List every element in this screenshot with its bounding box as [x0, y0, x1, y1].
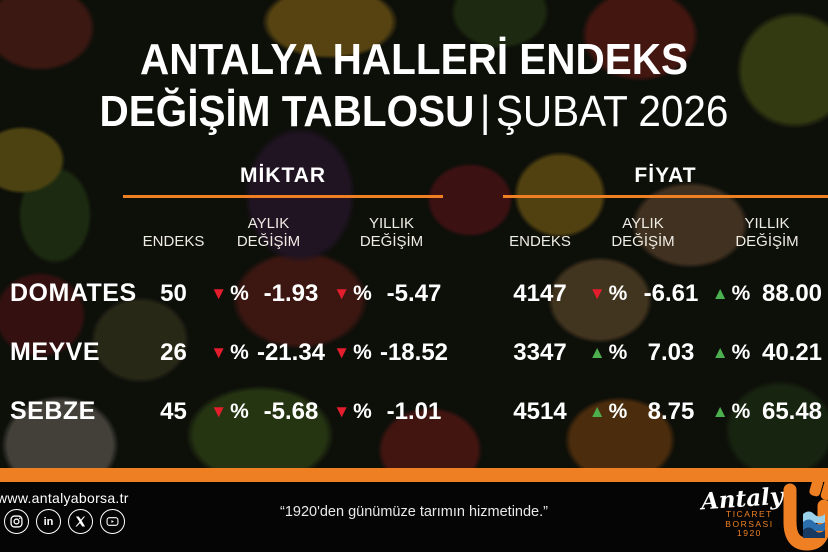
trend-arrow-icon: ▼: [210, 343, 228, 362]
fiyat-yillik-direction: ▲%: [711, 399, 751, 423]
spacer: [453, 264, 500, 323]
miktar-yillik-value: -18.52: [379, 338, 449, 366]
miktar-aylik-direction: ▼%: [210, 340, 249, 364]
linkedin-icon[interactable]: in: [36, 509, 61, 534]
spacer: [453, 323, 500, 382]
section-miktar-underline: [123, 195, 443, 198]
miktar-aylik-value: -21.34: [256, 338, 326, 366]
fiyat-aylik-value: 7.03: [647, 338, 695, 366]
page-title: ANTALYA HALLERİ ENDEKS DEĞİŞİM TABLOSU | Ş…: [0, 34, 828, 138]
row-label: DOMATES: [10, 279, 137, 307]
fiyat-aylik-direction: ▲%: [588, 340, 628, 364]
miktar-aylik-direction: ▼%: [210, 399, 249, 423]
col-header-miktar-endeks: ENDEKS: [142, 233, 205, 250]
youtube-icon[interactable]: [100, 509, 125, 534]
section-miktar: MİKTAR: [123, 164, 443, 198]
website-link[interactable]: www.antalyaborsa.tr: [0, 490, 129, 506]
trend-arrow-icon: ▼: [333, 402, 351, 421]
social-links: in: [4, 509, 125, 534]
miktar-yillik-direction: ▼%: [333, 340, 372, 364]
section-fiyat-underline: [503, 195, 828, 198]
fiyat-aylik-value: 8.75: [647, 397, 695, 425]
trend-arrow-icon: ▲: [711, 343, 729, 362]
trend-arrow-icon: ▼: [210, 284, 228, 303]
fiyat-yillik-value: 65.48: [761, 397, 823, 425]
trend-arrow-icon: ▲: [711, 402, 729, 421]
miktar-yillik-direction: ▼%: [333, 399, 372, 423]
title-month: ŞUBAT 2026: [495, 87, 729, 136]
index-table: ENDEKS AYLIK DEĞİŞİM YILLIK DEĞİŞİM ENDE…: [0, 205, 828, 441]
miktar-yillik-value: -5.47: [386, 279, 442, 307]
col-header-miktar-yillik: YILLIK DEĞİŞİM: [359, 215, 424, 250]
fiyat-yillik-direction: ▲%: [711, 281, 751, 305]
trend-arrow-icon: ▲: [711, 284, 729, 303]
footer: www.antalyaborsa.tr in “1920'den günümüz…: [0, 482, 828, 552]
title-line2-bold: DEĞİŞİM TABLOSU: [99, 87, 475, 136]
trend-arrow-icon: ▼: [588, 284, 606, 303]
miktar-yillik-value: -1.01: [386, 397, 442, 425]
miktar-aylik-value: -1.93: [263, 279, 319, 307]
miktar-aylik-direction: ▼%: [210, 281, 249, 305]
fiyat-aylik-direction: ▲%: [588, 399, 628, 423]
trend-arrow-icon: ▲: [588, 343, 606, 362]
title-line-1: ANTALYA HALLERİ ENDEKS: [139, 35, 689, 84]
fiyat-endeks-value: 4147: [513, 279, 567, 307]
x-icon[interactable]: [68, 509, 93, 534]
trend-arrow-icon: ▼: [333, 343, 351, 362]
section-fiyat-title: FİYAT: [634, 164, 697, 187]
spacer: [453, 205, 500, 257]
fiyat-endeks-value: 3347: [513, 338, 567, 366]
col-header-fiyat-endeks: ENDEKS: [509, 233, 571, 250]
col-header-miktar-aylik: AYLIK DEĞİŞİM: [236, 215, 301, 250]
spacer: [453, 382, 500, 441]
fiyat-yillik-value: 40.21: [761, 338, 823, 366]
footer-slogan: “1920'den günümüze tarımın hizmetinde.”: [280, 504, 548, 520]
trend-arrow-icon: ▲: [588, 402, 606, 421]
miktar-yillik-direction: ▼%: [333, 281, 372, 305]
row-label: SEBZE: [10, 397, 96, 425]
section-fiyat: FİYAT: [503, 164, 828, 198]
fiyat-aylik-direction: ▼%: [588, 281, 628, 305]
fiyat-yillik-value: 88.00: [761, 279, 823, 307]
fiyat-endeks-value: 4514: [513, 397, 567, 425]
miktar-aylik-value: -5.68: [263, 397, 319, 425]
trend-arrow-icon: ▼: [333, 284, 351, 303]
col-header-fiyat-yillik: YILLIK DEĞİŞİM: [735, 215, 799, 250]
section-miktar-title: MİKTAR: [239, 164, 327, 187]
col-header-fiyat-aylik: AYLIK DEĞİŞİM: [611, 215, 675, 250]
atb-logo-mark-icon: [783, 476, 828, 551]
spacer: [0, 205, 140, 257]
atb-logo-text: Antalya Ticaret Borsası 1920: [700, 481, 799, 538]
row-label: MEYVE: [10, 338, 101, 366]
fiyat-yillik-direction: ▲%: [711, 340, 751, 364]
footer-accent-bar: [0, 468, 828, 482]
title-line-2: DEĞİŞİM TABLOSU | ŞUBAT 2026: [33, 86, 795, 138]
miktar-endeks-value: 26: [160, 338, 187, 366]
trend-arrow-icon: ▼: [210, 402, 228, 421]
miktar-endeks-value: 45: [160, 397, 187, 425]
title-separator: |: [479, 87, 491, 136]
instagram-icon[interactable]: [4, 509, 29, 534]
miktar-endeks-value: 50: [160, 279, 187, 307]
fiyat-aylik-value: -6.61: [643, 279, 699, 307]
